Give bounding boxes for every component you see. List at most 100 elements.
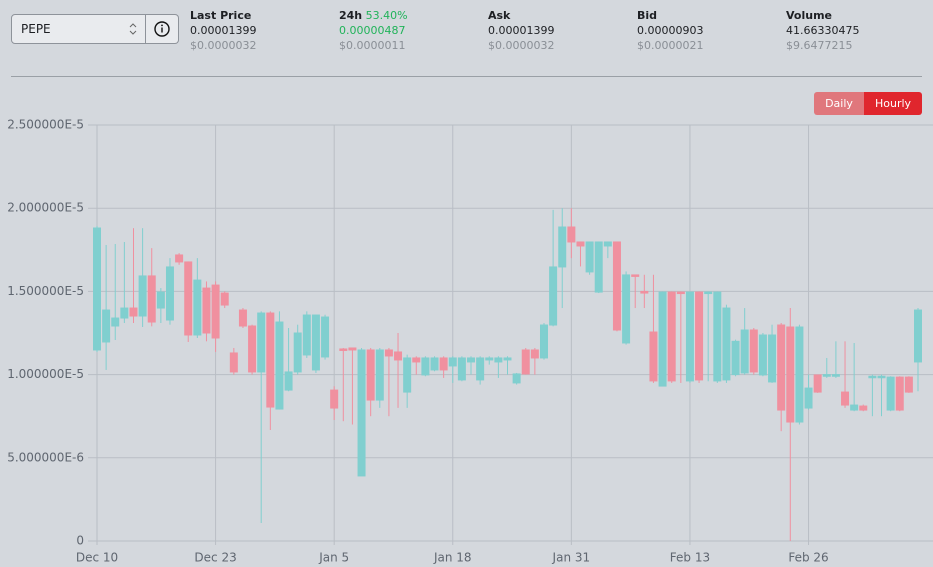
candle-body (284, 371, 293, 391)
stat-usd: $9.6477215 (786, 39, 853, 52)
candle-body (914, 309, 922, 363)
candle-body (841, 391, 850, 406)
candle-body (403, 357, 412, 393)
candle-body (695, 291, 704, 381)
x-tick-label: Feb 26 (788, 551, 828, 565)
stat-label: Ask (488, 8, 554, 23)
candle-body (421, 357, 430, 376)
stat: 24h 53.40% 0.00000487 $0.0000011 (339, 8, 408, 53)
candle-body (768, 334, 777, 383)
candle-body (886, 376, 895, 411)
candle-body (704, 291, 713, 295)
stat: Bid 0.00000903 $0.0000021 (637, 8, 703, 53)
symbol-select[interactable]: PEPE (11, 14, 146, 44)
candle-body (211, 284, 220, 339)
candle-body (904, 376, 913, 393)
candle-body (330, 389, 339, 409)
x-tick-label: Dec 10 (76, 551, 118, 565)
candle-body (859, 405, 868, 411)
candle-body (412, 357, 421, 363)
candle-body (275, 321, 284, 410)
period-button[interactable]: Daily (814, 92, 864, 115)
candle-body (622, 274, 631, 344)
candle-body (257, 312, 266, 373)
candle-body (749, 329, 758, 373)
stat-usd: $0.0000032 (488, 39, 555, 52)
candle-body (603, 241, 612, 247)
candle-body (375, 349, 384, 401)
stat-usd: $0.0000032 (190, 39, 257, 52)
period-button[interactable]: Hourly (864, 92, 922, 115)
candle-body (457, 357, 466, 381)
candle-body (494, 357, 503, 363)
candle-body (120, 307, 129, 319)
select-arrows (129, 23, 137, 35)
candle-body (357, 349, 366, 477)
y-tick-label: 1.500000E-5 (7, 284, 84, 298)
candle-body (439, 357, 448, 371)
candle-body (795, 326, 804, 423)
candle-body (539, 324, 548, 359)
x-tick-label: Feb 13 (670, 551, 710, 565)
y-tick-label: 2.500000E-5 (7, 118, 84, 132)
candle-body (138, 275, 147, 317)
x-tick-label: Jan 31 (552, 551, 591, 565)
candle-body (649, 331, 658, 382)
candle-body (238, 309, 247, 327)
candle-body (713, 291, 722, 382)
candle-body (731, 340, 740, 376)
candle-body (567, 226, 576, 243)
stat-value: 0.00000487 (339, 24, 406, 37)
candle-body (448, 357, 457, 367)
stat-label: Last Price (190, 8, 256, 23)
candle-body (156, 291, 165, 309)
candle-body (193, 279, 202, 336)
candle-body (384, 349, 393, 357)
stat-value: 0.00001399 (488, 24, 555, 37)
candle-body (585, 241, 594, 273)
y-tick-label: 0 (76, 534, 84, 548)
x-tick-label: Jan 18 (433, 551, 472, 565)
candle-body (667, 291, 676, 382)
stat-value: 0.00001399 (190, 24, 257, 37)
candle-body (293, 332, 302, 373)
candle-body (530, 349, 539, 359)
candle-body (758, 334, 767, 376)
candle-body (147, 275, 156, 323)
candle-body (777, 324, 786, 411)
candle-body (521, 349, 530, 375)
divider (11, 76, 922, 77)
stat-change: 53.40% (365, 9, 408, 22)
candle-body (93, 227, 101, 351)
candle-body (722, 307, 731, 381)
info-button[interactable] (146, 14, 179, 44)
candle-body (165, 266, 174, 321)
candle-body (348, 347, 357, 351)
stat-usd: $0.0000021 (637, 39, 704, 52)
candle-body (576, 241, 585, 247)
stat-label: 24h (339, 9, 363, 22)
candle-body (658, 291, 667, 387)
candle-body (476, 357, 485, 381)
x-tick-label: Jan 5 (318, 551, 349, 565)
candle-body (220, 292, 229, 306)
candle-body (558, 226, 567, 268)
candle-body (129, 307, 138, 317)
info-icon (154, 21, 170, 37)
candle-body (175, 254, 184, 263)
x-tick-label: Dec 23 (194, 551, 236, 565)
symbol-value: PEPE (21, 22, 51, 36)
candle-body (311, 314, 320, 371)
candle-body (184, 261, 193, 336)
candle-body (594, 241, 603, 293)
candle-body (512, 373, 521, 384)
candle-body (229, 352, 238, 373)
candle-body (631, 274, 640, 277)
stat: Volume 41.66330475 $9.6477215 (786, 8, 859, 53)
candle-body (831, 374, 840, 377)
stat-label: Volume (786, 8, 859, 23)
candle-body (339, 348, 348, 351)
candle-body (804, 387, 813, 409)
